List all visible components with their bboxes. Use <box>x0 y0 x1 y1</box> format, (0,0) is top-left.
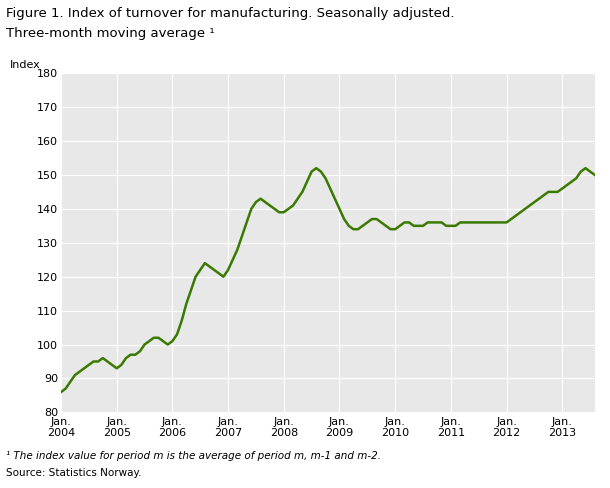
Text: Figure 1. Index of turnover for manufacturing. Seasonally adjusted.: Figure 1. Index of turnover for manufact… <box>6 7 454 20</box>
Text: Source: Statistics Norway.: Source: Statistics Norway. <box>6 468 142 478</box>
Text: Index: Index <box>10 60 41 70</box>
Text: Three-month moving average ¹: Three-month moving average ¹ <box>6 27 215 40</box>
Text: ¹ The index value for period m is the average of period m, m-1 and m-2.: ¹ The index value for period m is the av… <box>6 451 381 461</box>
